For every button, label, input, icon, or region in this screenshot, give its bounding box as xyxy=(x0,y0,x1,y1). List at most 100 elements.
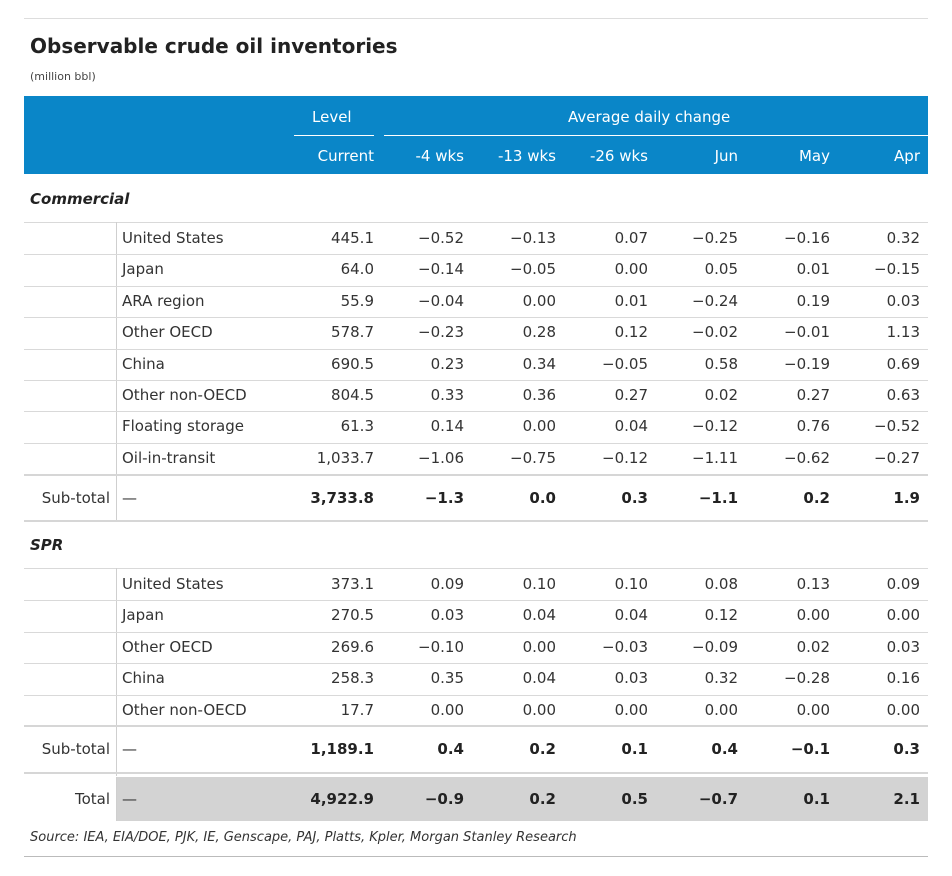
table-cell: −0.03 xyxy=(602,637,648,656)
table-cell: 0.03 xyxy=(886,291,920,310)
table-cell: 0.09 xyxy=(430,575,464,593)
row-rule xyxy=(24,631,928,633)
table-cell: −0.24 xyxy=(692,291,738,310)
table-cell: 0.10 xyxy=(614,575,648,593)
table-cell: −0.12 xyxy=(602,448,648,467)
table-cell: 0.00 xyxy=(522,700,556,719)
row-label: China xyxy=(122,354,165,373)
total-value: −0.9 xyxy=(424,790,464,808)
table-cell: 0.00 xyxy=(522,291,556,310)
table-cell: 0.00 xyxy=(522,417,556,436)
subtotal-value: 3,733.8 xyxy=(310,489,374,507)
column-divider xyxy=(116,222,117,520)
total-band xyxy=(116,777,928,821)
column-divider xyxy=(116,568,117,776)
table-row: Japan 64.0 −0.14 −0.05 0.00 0.05 0.01 −0.15 xyxy=(24,254,928,285)
table-cell: 0.33 xyxy=(430,386,464,404)
table-cell: 0.00 xyxy=(614,700,648,719)
table-cell: −0.01 xyxy=(784,323,830,342)
table-cell: −0.09 xyxy=(692,637,738,656)
table-cell: 373.1 xyxy=(331,575,374,593)
page-title: Observable crude oil inventories xyxy=(30,34,398,58)
section-label-commercial: Commercial xyxy=(30,190,130,208)
top-rule xyxy=(24,18,928,19)
table-cell: 0.04 xyxy=(614,417,648,436)
subtotal-dash: — xyxy=(122,489,137,507)
table-cell: 270.5 xyxy=(331,606,374,625)
table-cell: 0.00 xyxy=(430,700,464,719)
subtotal-value: 1,189.1 xyxy=(310,740,374,758)
table-header: Level Average daily change Current -4 wk… xyxy=(24,96,928,174)
table-row: China 258.3 0.35 0.04 0.03 0.32 −0.28 0.16 xyxy=(24,663,928,694)
table-cell: −0.13 xyxy=(510,229,556,247)
table-cell: 0.63 xyxy=(886,386,920,404)
table-cell: −1.06 xyxy=(418,448,464,467)
table-row: Other non-OECD 804.5 0.33 0.36 0.27 0.02 0.27 0… xyxy=(24,380,928,411)
table-cell: 1.13 xyxy=(886,323,920,342)
table-cell: −0.12 xyxy=(692,417,738,436)
header-col-may: May xyxy=(798,147,830,165)
row-rule xyxy=(24,348,928,350)
column-divider xyxy=(116,777,117,821)
table-cell: −0.04 xyxy=(418,291,464,310)
subtotal-label: Sub-total xyxy=(41,489,110,507)
subtotal-value: 0.2 xyxy=(803,489,830,507)
table-row: Oil-in-transit 1,033.7 −1.06 −0.75 −0.12 −1.1… xyxy=(24,443,928,474)
table-cell: 0.27 xyxy=(614,386,648,404)
total-top-rule xyxy=(24,772,928,774)
table-cell: 0.02 xyxy=(796,637,830,656)
table-cell: 0.00 xyxy=(522,637,556,656)
source-note: Source: IEA, EIA/DOE, PJK, IE, Genscape,… xyxy=(30,830,577,845)
table-cell: 0.00 xyxy=(796,700,830,719)
spr-subtotal-row: Sub-total — 1,189.1 0.4 0.2 0.1 0.4 −0.1… xyxy=(24,727,928,771)
table-cell: 0.05 xyxy=(704,260,738,279)
table-row: Japan 270.5 0.03 0.04 0.04 0.12 0.00 0.00 xyxy=(24,600,928,631)
header-col-4wks: -4 wks xyxy=(415,147,465,165)
table-cell: 445.1 xyxy=(331,229,374,247)
table-cell: −0.28 xyxy=(784,669,830,688)
table-cell: −0.02 xyxy=(692,323,738,342)
table-cell: 0.35 xyxy=(430,669,464,688)
total-label: Total xyxy=(74,790,110,808)
header-col-13wks: -13 wks xyxy=(497,147,556,165)
header-change-rule xyxy=(384,135,928,136)
total-row: Total — 4,922.9 −0.9 0.2 0.5 −0.7 0.1 2.… xyxy=(24,777,928,821)
table-cell: 0.12 xyxy=(704,606,738,625)
table-cell: 0.01 xyxy=(614,291,648,310)
table-cell: 1,033.7 xyxy=(316,448,374,467)
table-cell: 0.04 xyxy=(522,669,556,688)
subtotal-value: −0.1 xyxy=(790,740,830,758)
table-row: ARA region 55.9 −0.04 0.00 0.01 −0.24 0.19 0.03 xyxy=(24,286,928,317)
header-col-26wks: -26 wks xyxy=(589,147,648,165)
table-cell: −0.19 xyxy=(784,354,830,373)
table-cell: 0.23 xyxy=(430,354,464,373)
table-cell: 0.36 xyxy=(522,386,556,404)
row-label: Japan xyxy=(122,260,164,279)
table-cell: 258.3 xyxy=(331,669,374,688)
table-cell: 0.76 xyxy=(796,417,830,436)
total-value: 4,922.9 xyxy=(310,790,374,808)
header-col-jun: Jun xyxy=(714,147,738,165)
table-cell: −0.25 xyxy=(692,229,738,247)
subtotal-value: 1.9 xyxy=(893,489,920,507)
subtotal-rule xyxy=(24,474,928,476)
header-group-change: Average daily change xyxy=(568,108,731,126)
bottom-rule xyxy=(24,856,928,857)
table-cell: 0.03 xyxy=(430,606,464,625)
header-level-rule xyxy=(294,135,374,136)
commercial-subtotal-row: Sub-total — 3,733.8 −1.3 0.0 0.3 −1.1 0.… xyxy=(24,476,928,520)
table-cell: 64.0 xyxy=(340,260,374,279)
subtotal-value: 0.1 xyxy=(621,740,648,758)
section-rule xyxy=(24,222,928,223)
subtotal-label: Sub-total xyxy=(41,740,110,758)
table-cell: 55.9 xyxy=(340,291,374,310)
row-label: Other non-OECD xyxy=(122,700,247,719)
table-cell: 61.3 xyxy=(340,417,374,436)
table-row: Other OECD 269.6 −0.10 0.00 −0.03 −0.09 0.02 0.… xyxy=(24,632,928,663)
subtotal-value: 0.3 xyxy=(621,489,648,507)
row-label: Other OECD xyxy=(122,323,213,342)
row-rule xyxy=(24,600,928,602)
row-label: Other OECD xyxy=(122,637,213,656)
table-cell: −0.14 xyxy=(418,260,464,279)
table-cell: 0.10 xyxy=(522,575,556,593)
